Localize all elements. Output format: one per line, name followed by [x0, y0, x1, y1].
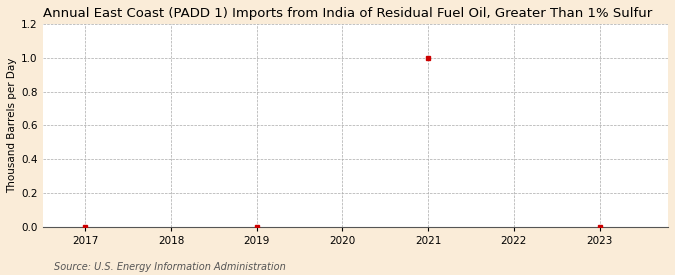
- Y-axis label: Thousand Barrels per Day: Thousand Barrels per Day: [7, 58, 17, 193]
- Text: Source: U.S. Energy Information Administration: Source: U.S. Energy Information Administ…: [54, 262, 286, 272]
- Text: Annual East Coast (PADD 1) Imports from India of Residual Fuel Oil, Greater Than: Annual East Coast (PADD 1) Imports from …: [43, 7, 652, 20]
